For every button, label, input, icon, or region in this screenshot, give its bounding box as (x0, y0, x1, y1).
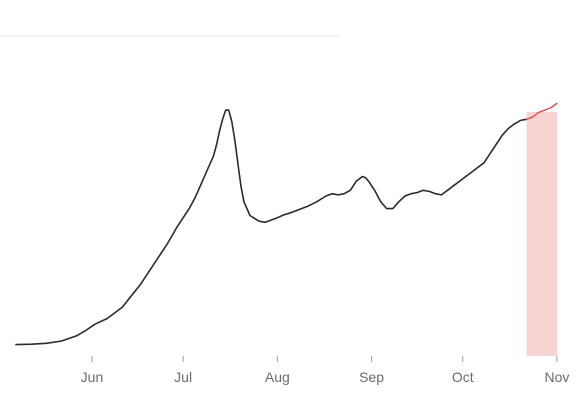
series-line-trend (16, 110, 527, 345)
x-tick-label-jun: Jun (81, 369, 104, 385)
x-tick-label-oct: Oct (452, 369, 474, 385)
x-tick-label-jul: Jul (174, 369, 192, 385)
x-tick-label-nov: Nov (544, 369, 569, 385)
series-layer (16, 103, 557, 344)
x-tick-label-sep: Sep (359, 369, 384, 385)
x-axis: Jun Jul Aug Sep Oct Nov (81, 356, 570, 385)
x-tick-label-aug: Aug (265, 369, 290, 385)
highlight-band (527, 112, 557, 356)
highlight-band-layer (527, 112, 557, 356)
